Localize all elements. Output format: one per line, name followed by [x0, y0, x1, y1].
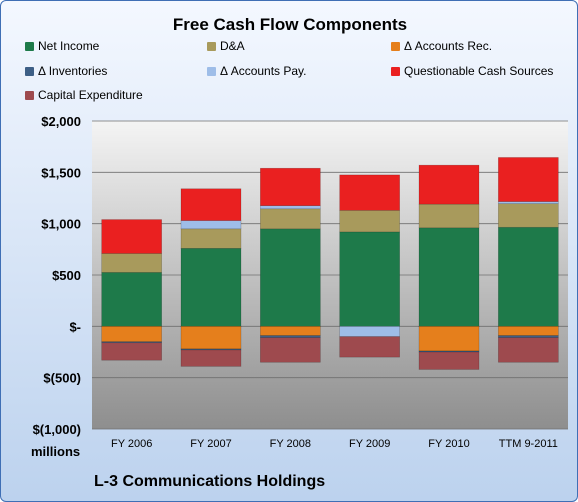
bar-segment	[498, 203, 559, 228]
legend-label: Δ Inventories	[38, 64, 108, 78]
bar-segment	[418, 164, 480, 205]
legend-label: Net Income	[38, 39, 100, 53]
bar-segment	[498, 326, 559, 336]
bar-segment	[418, 227, 480, 327]
legend-item-questionable-cash: Questionable Cash Sources	[391, 64, 553, 78]
x-tick-label: TTM 9-2011	[499, 438, 558, 450]
legend-swatch	[25, 42, 34, 51]
bar-segment	[339, 210, 400, 233]
chart-legend: Net Income D&A Δ Accounts Rec. Δ Invento…	[1, 1, 577, 111]
bar-segment	[180, 349, 242, 367]
legend-label: Δ Accounts Pay.	[220, 64, 307, 78]
bar-segment	[418, 326, 480, 352]
y-tick-label: $500	[52, 268, 81, 283]
bar-segment	[260, 326, 321, 336]
bar-segment	[260, 337, 321, 363]
y-tick-label: $1,000	[41, 217, 81, 232]
bar-segment	[498, 157, 559, 202]
bar-segment	[101, 272, 162, 327]
bar-segment	[339, 336, 400, 358]
x-tick-label: FY 2010	[428, 438, 469, 450]
x-tick-label: FY 2006	[111, 438, 152, 450]
legend-swatch	[207, 67, 216, 76]
legend-label: Capital Expenditure	[38, 88, 143, 102]
x-tick-label: FY 2007	[190, 438, 231, 450]
legend-swatch	[25, 67, 34, 76]
bar-segment	[101, 342, 162, 361]
company-name: L-3 Communications Holdings	[94, 473, 326, 490]
legend-item-accounts-rec: Δ Accounts Rec.	[391, 39, 492, 53]
legend-label: D&A	[220, 39, 245, 53]
bar-segment	[101, 219, 162, 254]
x-tick-label: FY 2008	[270, 438, 311, 450]
y-tick-label: $1,500	[41, 165, 81, 180]
bar-segment	[260, 208, 321, 230]
bar-segment	[418, 351, 480, 370]
bar-segment	[260, 228, 321, 327]
bar-segment	[101, 253, 162, 273]
bars	[101, 157, 559, 370]
unit-label: millions	[31, 444, 80, 459]
bar-segment	[180, 220, 242, 230]
y-tick-label: $2,000	[41, 114, 81, 129]
legend-item-accounts-pay: Δ Accounts Pay.	[207, 64, 307, 78]
bar-segment	[180, 248, 242, 327]
legend-swatch	[25, 91, 34, 100]
bar-segment	[101, 326, 162, 343]
legend-label: Questionable Cash Sources	[404, 64, 554, 78]
bar-segment	[498, 337, 559, 363]
x-tick-label: FY 2009	[349, 438, 390, 450]
legend-item-capex: Capital Expenditure	[25, 88, 143, 102]
bar-segment	[260, 335, 321, 338]
legend-label: Δ Accounts Rec.	[404, 39, 493, 53]
bar-segment	[260, 167, 321, 207]
bar-segment	[180, 228, 242, 249]
legend-swatch	[391, 42, 400, 51]
legend-item-net-income: Net Income	[25, 39, 99, 53]
legend-swatch	[391, 67, 400, 76]
bar-segment	[418, 203, 480, 229]
bar-segment	[339, 174, 400, 211]
y-tick-label: $-	[69, 319, 81, 334]
legend-item-da: D&A	[207, 39, 245, 53]
chart-title: Free Cash Flow Components	[172, 15, 408, 34]
bar-segment	[498, 226, 559, 327]
gridlines	[92, 120, 568, 430]
bar-segment	[498, 335, 559, 338]
legend-swatch	[207, 42, 216, 51]
bar-segment	[260, 205, 321, 210]
bar-segment	[339, 231, 400, 327]
bar-segment	[498, 201, 559, 204]
y-tick-label: $(500)	[43, 371, 81, 386]
axes: $2,000 $1,500 $1,000 $500 $- $(500) $(1,000) mi…	[31, 114, 558, 459]
legend-item-inventories: Δ Inventories	[25, 64, 107, 78]
y-tick-label: $(1,000)	[33, 422, 81, 437]
bar-segment	[180, 326, 242, 350]
bar-segment	[339, 326, 400, 337]
bar-segment	[180, 188, 242, 221]
